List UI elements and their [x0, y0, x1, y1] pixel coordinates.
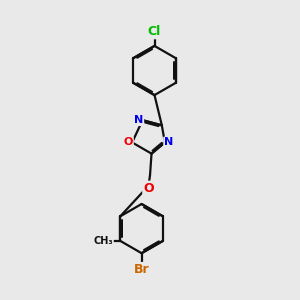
Text: CH₃: CH₃ — [93, 236, 113, 246]
Text: O: O — [143, 182, 154, 195]
Text: N: N — [164, 137, 173, 148]
Text: Br: Br — [134, 263, 149, 276]
Text: O: O — [124, 137, 133, 148]
Text: Cl: Cl — [148, 25, 161, 38]
Text: N: N — [134, 115, 143, 125]
